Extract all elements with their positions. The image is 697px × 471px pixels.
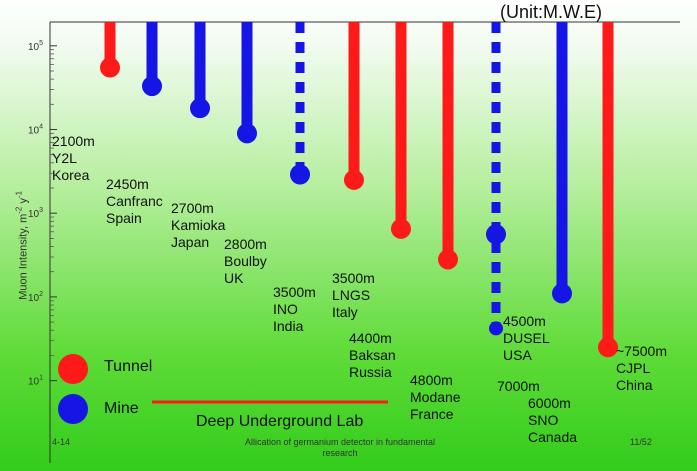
lab-label-depth: 2700m bbox=[171, 200, 214, 216]
lab-label-country: India bbox=[273, 318, 304, 334]
lab-marker bbox=[100, 57, 120, 78]
lab-label-depth: 2800m bbox=[224, 236, 267, 252]
lab-label-lab: Kamioka bbox=[171, 217, 226, 233]
lab-label-country: Russia bbox=[349, 364, 392, 380]
lab-marker bbox=[142, 76, 162, 97]
lab-label-lab: Y2L bbox=[52, 150, 77, 166]
lab-label-country: Canada bbox=[528, 429, 578, 445]
lab-label-depth: 6000m bbox=[528, 395, 571, 411]
lab-label: 3500m LNGS Italy bbox=[332, 270, 375, 321]
lab-label-country: France bbox=[410, 406, 454, 422]
legend-tunnel-marker bbox=[58, 354, 88, 384]
lab-marker bbox=[489, 321, 503, 336]
lab-label-depth: 4500m bbox=[503, 313, 546, 329]
lab-label-country: Korea bbox=[52, 167, 90, 183]
legend-mine-marker bbox=[58, 394, 88, 424]
lab-label-country: China bbox=[616, 377, 653, 393]
lab-label-lab: Canfranc bbox=[106, 193, 163, 209]
lab-marker bbox=[190, 98, 210, 119]
lab-label: 7000m bbox=[497, 378, 540, 395]
y-tick-label: 101 bbox=[28, 375, 43, 388]
lab-label: 2700m Kamioka Japan bbox=[171, 200, 225, 251]
lab-marker bbox=[344, 169, 364, 190]
y-tick-label: 104 bbox=[28, 124, 43, 137]
lab-label-lab: INO bbox=[273, 301, 298, 317]
lab-marker bbox=[552, 283, 572, 304]
y-tick-label: 103 bbox=[28, 207, 43, 220]
lab-label-depth: 4400m bbox=[349, 330, 392, 346]
lab-label-lab: CJPL bbox=[616, 360, 651, 376]
lab-label-depth: ~7500m bbox=[616, 343, 667, 359]
lab-marker bbox=[391, 218, 411, 239]
lab-marker bbox=[438, 249, 458, 270]
lab-marker bbox=[486, 224, 506, 245]
lab-label-depth: 3500m bbox=[332, 270, 375, 286]
legend-mine-label: Mine bbox=[104, 400, 139, 417]
lab-label-depth: 2100m bbox=[52, 133, 95, 149]
legend-tunnel-label: Tunnel bbox=[104, 358, 153, 375]
lab-label-country: Japan bbox=[171, 234, 210, 250]
lab-label-lab: DUSEL bbox=[503, 330, 550, 346]
lab-marker bbox=[290, 164, 310, 185]
lab-label-lab: Baksan bbox=[349, 347, 396, 363]
y-tick-label: 102 bbox=[28, 291, 43, 304]
lab-label: 6000m SNO Canada bbox=[528, 395, 577, 446]
lab-label: 4800m Modane France bbox=[410, 372, 461, 423]
lab-label-country: UK bbox=[224, 270, 244, 286]
footer-center: Allication of germanium detector in fund… bbox=[244, 437, 436, 458]
lab-label-lab: LNGS bbox=[332, 287, 371, 303]
lab-markers bbox=[100, 22, 618, 358]
lab-label: 3500m INO India bbox=[273, 284, 316, 335]
lab-marker bbox=[237, 123, 257, 144]
y-axis-ticks: 106105104103102101 bbox=[28, 40, 57, 388]
lab-label-depth: 7000m bbox=[497, 378, 540, 394]
lab-label-depth: 3500m bbox=[273, 284, 316, 300]
lab-label-lab: SNO bbox=[528, 412, 559, 428]
lab-label-lab: Modane bbox=[410, 389, 461, 405]
unit-label: (Unit:M.W.E) bbox=[500, 2, 602, 22]
lab-label-depth: 2450m bbox=[106, 176, 149, 192]
lab-label-country: Spain bbox=[106, 210, 142, 226]
lab-marker bbox=[598, 337, 618, 358]
lab-label-lab: Boulby bbox=[224, 253, 267, 269]
lab-label: 2800m Boulby UK bbox=[224, 236, 267, 287]
lab-label: 4400m Baksan Russia bbox=[349, 330, 396, 381]
y-axis-label: Muon Intensity, m-2 y-1 bbox=[14, 190, 30, 300]
lab-label: ~7500m CJPL China bbox=[616, 343, 667, 394]
footer-page-number: 11/52 bbox=[630, 437, 652, 447]
lab-label-country: USA bbox=[503, 347, 532, 363]
lab-label-country: Italy bbox=[332, 304, 358, 320]
lab-label: 4500m DUSEL USA bbox=[503, 313, 550, 364]
deep-underground-lab-label: Deep Underground Lab bbox=[196, 413, 364, 430]
y-tick-label: 105 bbox=[28, 40, 43, 53]
lab-label-depth: 4800m bbox=[410, 372, 453, 388]
lab-label: 2450m Canfranc Spain bbox=[106, 176, 163, 227]
lab-label: 2100m Y2L Korea bbox=[52, 133, 95, 184]
footer-left: 4-14 bbox=[52, 437, 71, 447]
